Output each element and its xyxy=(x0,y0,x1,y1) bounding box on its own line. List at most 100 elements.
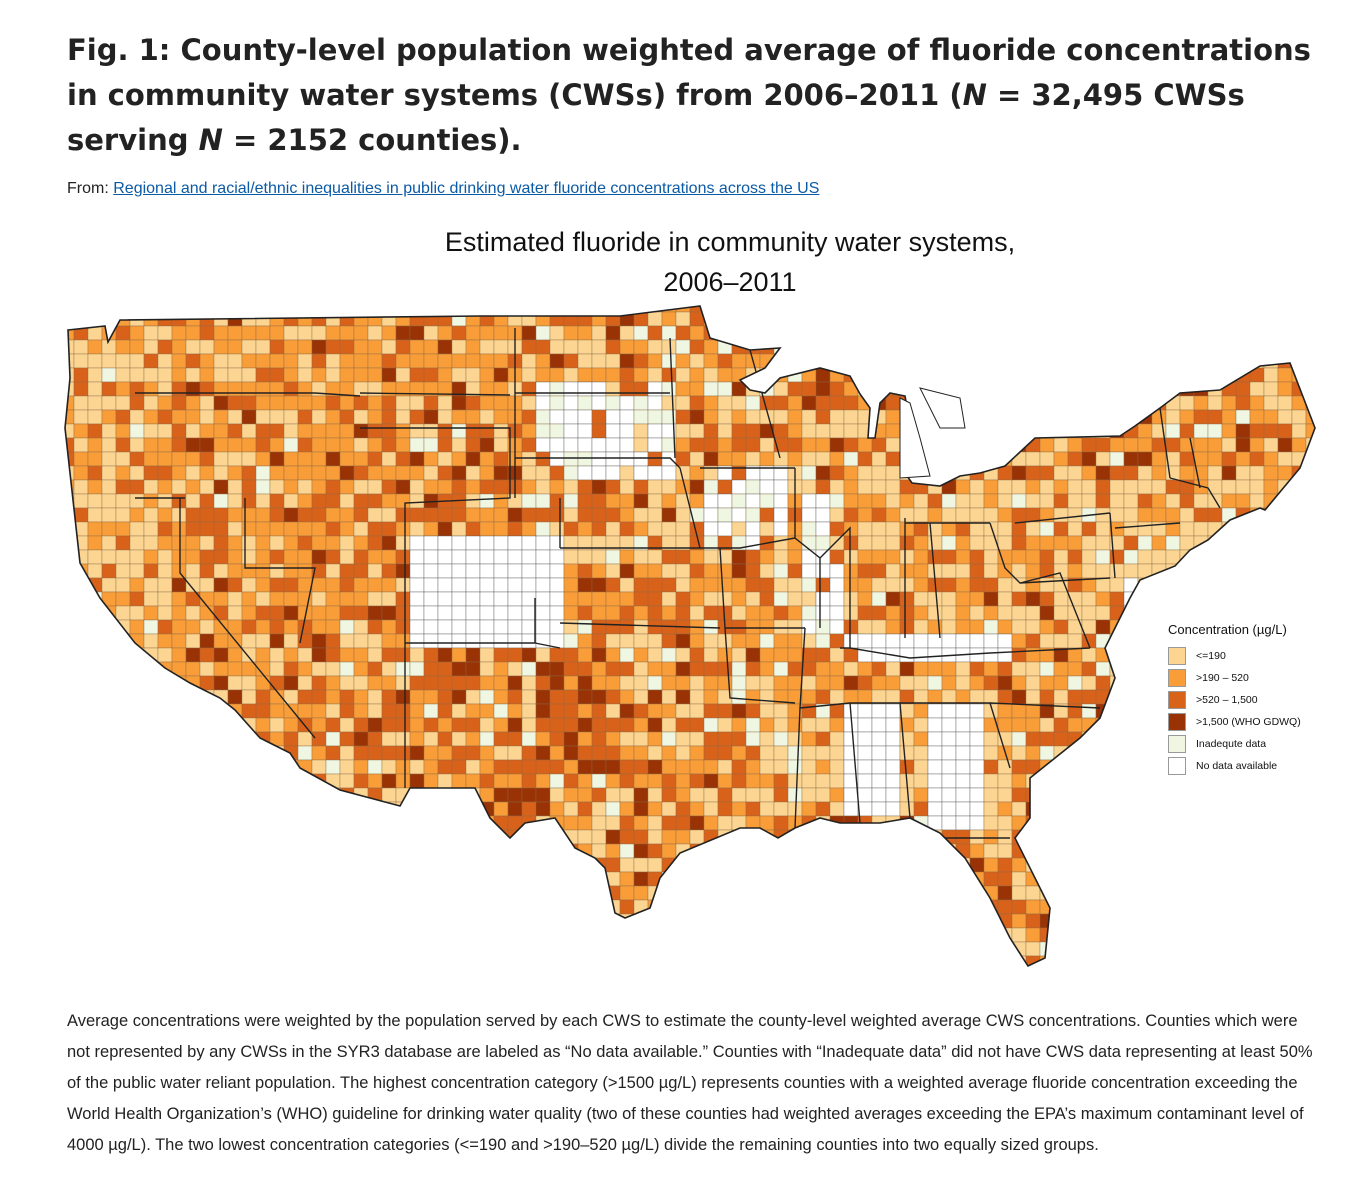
county-cell xyxy=(199,899,215,915)
county-cell xyxy=(983,843,999,859)
source-article-link[interactable]: Regional and racial/ethnic inequalities … xyxy=(113,180,820,197)
county-cell xyxy=(1123,465,1139,481)
county-cell xyxy=(885,955,901,966)
county-cell xyxy=(577,675,593,691)
county-cell xyxy=(227,325,243,341)
county-cell xyxy=(1193,507,1209,523)
county-cell xyxy=(130,970,144,978)
county-cell xyxy=(1039,913,1055,929)
county-cell xyxy=(1235,353,1251,369)
county-cell xyxy=(941,955,957,966)
county-cell xyxy=(353,731,369,747)
county-cell xyxy=(1039,381,1055,397)
county-cell xyxy=(717,899,733,915)
county-cell xyxy=(745,871,761,887)
county-cell xyxy=(1151,465,1167,481)
county-cell xyxy=(1137,605,1153,621)
county-cell xyxy=(661,395,677,411)
county-cell xyxy=(437,577,453,593)
county-cell xyxy=(535,577,551,593)
county-cell xyxy=(353,479,369,495)
county-cell xyxy=(661,647,677,663)
county-cell xyxy=(65,689,75,705)
county-cell xyxy=(577,339,593,355)
county-cell xyxy=(1305,857,1315,873)
county-cell xyxy=(493,801,509,817)
county-cell xyxy=(353,633,369,649)
county-cell xyxy=(1249,871,1265,887)
county-cell xyxy=(73,773,89,789)
county-cell xyxy=(437,913,453,929)
county-cell xyxy=(745,591,761,607)
county-cell xyxy=(493,577,509,593)
county-cell xyxy=(1263,885,1279,901)
county-cell xyxy=(1151,899,1167,915)
county-cell xyxy=(829,661,845,677)
county-cell xyxy=(829,843,845,859)
county-cell xyxy=(438,970,452,978)
county-cell xyxy=(465,451,481,467)
county-cell xyxy=(983,787,999,803)
county-cell xyxy=(591,787,607,803)
county-cell xyxy=(1320,592,1330,606)
county-cell xyxy=(199,339,215,355)
county-cell xyxy=(521,507,537,523)
county-cell xyxy=(689,717,705,733)
county-cell xyxy=(815,773,831,789)
county-cell xyxy=(829,521,845,537)
county-cell xyxy=(1137,521,1153,537)
county-cell xyxy=(395,325,411,341)
county-cell xyxy=(507,745,523,761)
county-cell xyxy=(1095,661,1111,677)
county-cell xyxy=(717,479,733,495)
county-cell xyxy=(759,605,775,621)
county-cell xyxy=(73,577,89,593)
county-cell xyxy=(577,325,593,341)
county-cell xyxy=(1277,787,1293,803)
county-cell xyxy=(283,661,299,677)
legend-item: No data available xyxy=(1168,755,1338,777)
county-cell xyxy=(899,306,915,313)
county-cell xyxy=(885,675,901,691)
county-cell xyxy=(409,913,425,929)
county-cell xyxy=(1320,914,1330,928)
county-cell xyxy=(353,353,369,369)
county-cell xyxy=(143,773,159,789)
county-cell xyxy=(1151,605,1167,621)
county-cell xyxy=(493,661,509,677)
county-cell xyxy=(619,661,635,677)
county-cell xyxy=(451,647,467,663)
county-cell xyxy=(662,970,676,978)
county-cell xyxy=(143,325,159,341)
county-cell xyxy=(213,703,229,719)
county-cell xyxy=(87,381,103,397)
county-cell xyxy=(269,899,285,915)
county-cell xyxy=(829,759,845,775)
county-cell xyxy=(409,731,425,747)
legend-swatch xyxy=(1168,735,1186,753)
county-cell xyxy=(1165,955,1181,966)
county-cell xyxy=(969,731,985,747)
county-cell xyxy=(1123,689,1139,705)
county-cell xyxy=(1151,731,1167,747)
county-cell xyxy=(325,325,341,341)
county-cell xyxy=(759,857,775,873)
county-cell xyxy=(87,857,103,873)
county-cell xyxy=(325,927,341,943)
county-cell xyxy=(185,493,201,509)
county-cell xyxy=(65,311,75,327)
county-cell xyxy=(1165,941,1181,957)
county-cell xyxy=(283,773,299,789)
county-cell xyxy=(731,306,747,313)
county-cell xyxy=(199,829,215,845)
county-cell xyxy=(283,493,299,509)
county-cell xyxy=(1109,647,1125,663)
county-cell xyxy=(703,437,719,453)
county-cell xyxy=(647,409,663,425)
county-cell xyxy=(311,437,327,453)
county-cell xyxy=(1025,675,1041,691)
county-cell xyxy=(1151,717,1167,733)
county-cell xyxy=(451,325,467,341)
county-cell xyxy=(507,941,523,957)
county-cell xyxy=(731,843,747,859)
